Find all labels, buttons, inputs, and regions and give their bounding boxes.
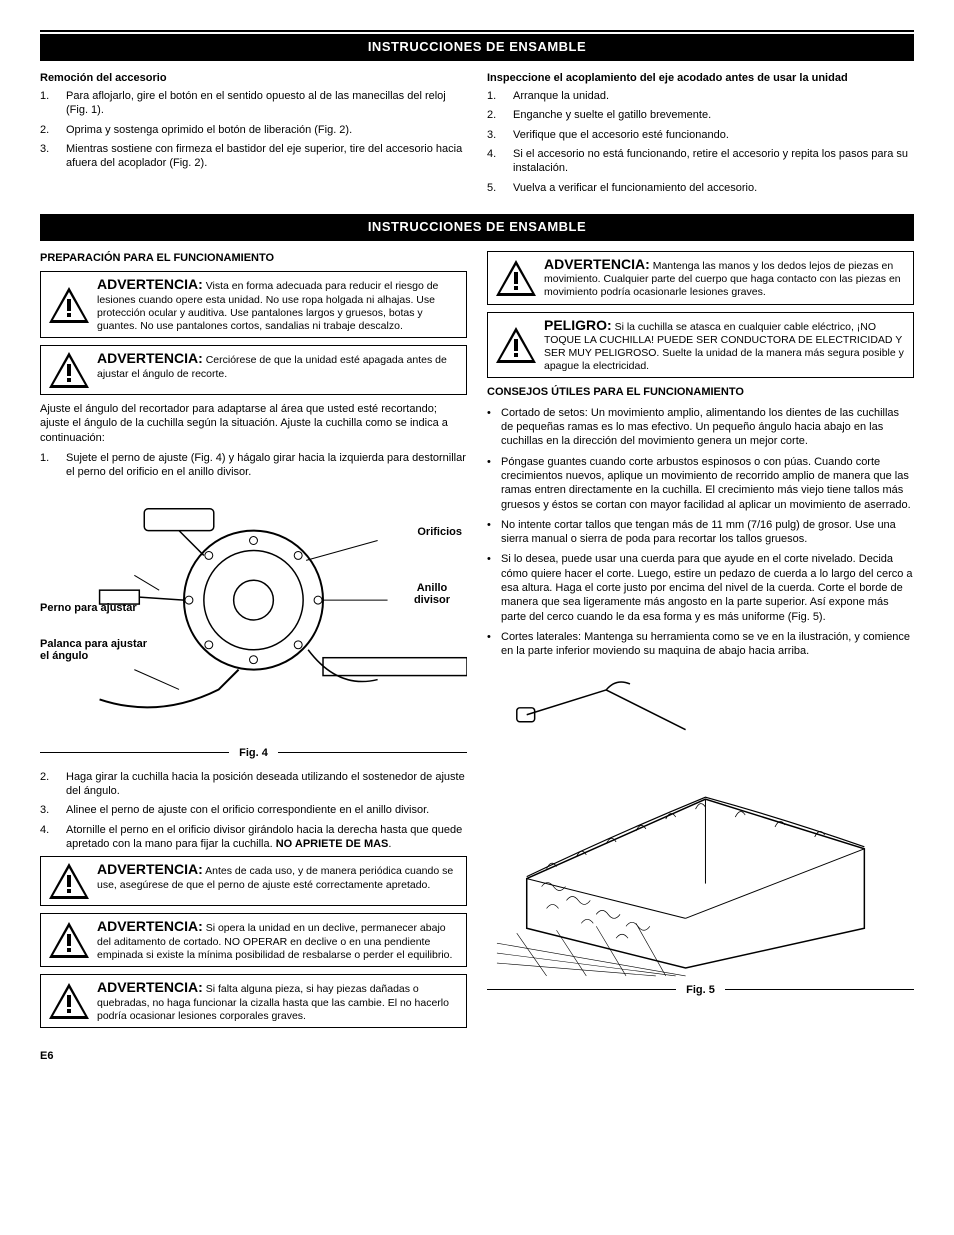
fig5-label: Fig. 5	[676, 983, 725, 997]
main-two-col: PREPARACIÓN PARA EL FUNCIONAMIENTO ADVER…	[40, 251, 914, 1035]
danger-box: PELIGRO: Si la cuchilla se atasca en cua…	[487, 312, 914, 379]
main-left-col: PREPARACIÓN PARA EL FUNCIONAMIENTO ADVER…	[40, 251, 467, 1035]
consejos-title: CONSEJOS ÚTILES PARA EL FUNCIONAMIENTO	[487, 385, 914, 399]
warning-text: ADVERTENCIA: Vista en forma adecuada par…	[97, 272, 466, 337]
list-item: 3.Alinee el perno de ajuste con el orifi…	[40, 803, 467, 817]
top-right-col: Inspeccione el acoplamiento del eje acod…	[487, 71, 914, 200]
list-item: •No intente cortar tallos que tengan más…	[487, 518, 914, 547]
fig4-label: Fig. 4	[229, 746, 278, 760]
fig4-label-row: Fig. 4	[40, 746, 467, 760]
adjust-list-2: 2.Haga girar la cuchilla hacia la posici…	[40, 770, 467, 851]
top-two-col: Remoción del accesorio 1.Para aflojarlo,…	[40, 71, 914, 200]
list-item: 2.Enganche y suelte el gatillo brevement…	[487, 108, 914, 122]
callout-palanca: Palanca para ajustar el ángulo	[40, 638, 150, 662]
warning-icon	[41, 914, 97, 966]
warning-box: ADVERTENCIA: Vista en forma adecuada par…	[40, 271, 467, 338]
warning-text: ADVERTENCIA: Antes de cada uso, y de man…	[97, 857, 466, 905]
section-header-1: INSTRUCCIONES DE ENSAMBLE	[40, 34, 914, 61]
inspeccione-title: Inspeccione el acoplamiento del eje acod…	[487, 71, 914, 85]
list-item: 3.Mientras sostiene con firmeza el basti…	[40, 142, 467, 171]
list-item: •Póngase guantes cuando corte arbustos e…	[487, 455, 914, 512]
warning-text: ADVERTENCIA: Si falta alguna pieza, si h…	[97, 975, 466, 1027]
list-item: 4.Si el accesorio no está funcionando, r…	[487, 147, 914, 176]
danger-text: PELIGRO: Si la cuchilla se atasca en cua…	[544, 313, 913, 378]
list-item: 4.Atornille el perno en el orificio divi…	[40, 823, 467, 852]
warning-icon	[488, 313, 544, 378]
list-item: 1.Para aflojarlo, gire el botón en el se…	[40, 89, 467, 118]
remocion-list: 1.Para aflojarlo, gire el botón en el se…	[40, 89, 467, 170]
callout-orificios: Orificios	[417, 526, 462, 538]
fig5-label-row: Fig. 5	[487, 983, 914, 997]
warning-box: ADVERTENCIA: Mantenga las manos y los de…	[487, 251, 914, 305]
callout-perno: Perno para ajustar	[40, 602, 160, 614]
callout-anillo: Anillo divisor	[402, 582, 462, 606]
warning-icon	[41, 346, 97, 394]
main-right-col: ADVERTENCIA: Mantenga las manos y los de…	[487, 251, 914, 1035]
warning-text: ADVERTENCIA: Mantenga las manos y los de…	[544, 252, 913, 304]
consejos-list: •Cortado de setos: Un movimiento amplio,…	[487, 406, 914, 659]
list-item: 5.Vuelva a verificar el funcionamiento d…	[487, 181, 914, 195]
warning-icon	[41, 975, 97, 1027]
list-item: 3.Verifique que el accesorio esté funcio…	[487, 128, 914, 142]
figure-4-diagram: Orificios Anillo divisor Perno para ajus…	[40, 490, 467, 740]
warning-text: ADVERTENCIA: Cerciórese de que la unidad…	[97, 346, 466, 394]
list-item: 1.Sujete el perno de ajuste (Fig. 4) y h…	[40, 451, 467, 480]
warning-box: ADVERTENCIA: Si opera la unidad en un de…	[40, 913, 467, 967]
section-header-2: INSTRUCCIONES DE ENSAMBLE	[40, 214, 914, 241]
list-item: •Cortes laterales: Mantenga su herramien…	[487, 630, 914, 659]
list-item: •Cortado de setos: Un movimiento amplio,…	[487, 406, 914, 449]
warning-box: ADVERTENCIA: Antes de cada uso, y de man…	[40, 856, 467, 906]
warning-box: ADVERTENCIA: Cerciórese de que la unidad…	[40, 345, 467, 395]
warning-icon	[488, 252, 544, 304]
figure-5-diagram	[487, 669, 914, 979]
top-left-col: Remoción del accesorio 1.Para aflojarlo,…	[40, 71, 467, 200]
remocion-title: Remoción del accesorio	[40, 71, 467, 85]
warning-text: ADVERTENCIA: Si opera la unidad en un de…	[97, 914, 466, 966]
adjust-list-1: 1.Sujete el perno de ajuste (Fig. 4) y h…	[40, 451, 467, 480]
list-item: 2.Haga girar la cuchilla hacia la posici…	[40, 770, 467, 799]
prep-title: PREPARACIÓN PARA EL FUNCIONAMIENTO	[40, 251, 467, 265]
warning-box: ADVERTENCIA: Si falta alguna pieza, si h…	[40, 974, 467, 1028]
inspeccione-list: 1.Arranque la unidad. 2.Enganche y suelt…	[487, 89, 914, 195]
page-number: E6	[40, 1049, 914, 1063]
list-item: •Si lo desea, puede usar una cuerda para…	[487, 552, 914, 623]
warning-icon	[41, 857, 97, 905]
adjust-paragraph: Ajuste el ángulo del recortador para ada…	[40, 402, 467, 445]
list-item: 1.Arranque la unidad.	[487, 89, 914, 103]
warning-icon	[41, 272, 97, 337]
list-item: 2.Oprima y sostenga oprimido el botón de…	[40, 123, 467, 137]
top-rule	[40, 30, 914, 32]
